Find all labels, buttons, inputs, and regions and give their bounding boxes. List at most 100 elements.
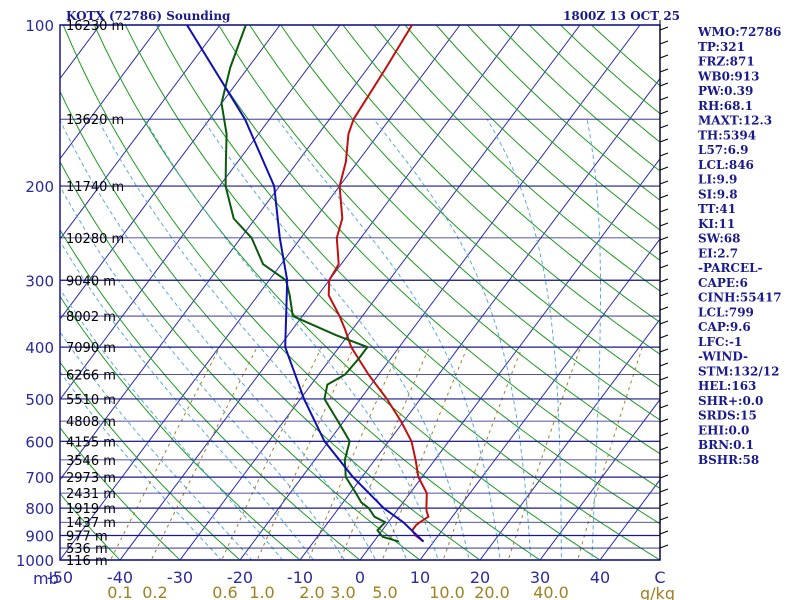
isotherm-line [60,25,401,481]
height-label: 4808 m [66,415,116,430]
wind-barb [659,390,669,395]
dewpoint-profile-line [220,25,400,543]
dry-adiabat-line [280,25,660,388]
stability-index-line: TT:41 [698,202,736,216]
wind-barb [659,208,669,213]
stability-index-line: LI:9.9 [698,173,737,187]
height-label: 2431 m [66,487,116,502]
mixing-ratio-line [507,346,581,560]
height-label: 9040 m [66,274,116,289]
temperature-profile-line [327,25,430,543]
dry-adiabat-line [124,25,660,560]
dry-adiabat-line [62,25,541,560]
wind-barb [659,82,669,87]
isotherm-line [60,25,341,401]
stability-index-line: KI:11 [698,217,735,231]
temperature-tick-label: -30 [167,568,193,587]
mixing-ratio-label: 10.0 [429,583,465,600]
isotherm-line [60,25,221,240]
wind-barb [659,306,669,311]
stability-index-line: EHI:0.0 [698,423,749,437]
mixing-ratio-label: 3.0 [330,583,355,600]
stability-index-line: BSHR:58 [698,453,759,467]
pressure-unit-label: mb [33,569,59,588]
height-label: 5510 m [66,393,116,408]
pressure-tick-label: 900 [25,528,54,546]
height-label: 6266 m [66,368,116,383]
dry-adiabat-line [218,25,660,455]
stability-index-line: LFC:-1 [698,335,742,349]
stability-index-line: SW:68 [698,232,740,246]
stability-index-line: L57:6.9 [698,143,748,157]
dry-adiabat-line [404,25,660,261]
mixing-ratio-label: 5.0 [372,583,397,600]
stability-index-line: TP:321 [698,40,745,54]
pressure-tick-label: 700 [25,469,54,487]
wind-barb [659,516,669,521]
mixing-ratio-line [339,346,430,560]
wind-barb [659,110,669,115]
wind-barb [659,138,669,143]
wind-barb [659,530,669,535]
wind-barb [659,460,669,465]
stability-index-line: FRZ:871 [698,55,755,69]
wind-barb [659,96,669,101]
stability-index-line: SI:9.8 [698,187,738,201]
wind-barb [659,334,669,339]
sounding-profiles [186,25,430,543]
temperature-tick-label: C [654,568,665,587]
isotherm-line [60,25,281,321]
wind-barb [659,26,669,31]
wind-barb [659,278,669,283]
dry-adiabat-line [187,25,660,489]
wind-barb [659,194,669,199]
temperature-tick-label: -10 [287,568,313,587]
wind-barb [659,362,669,367]
stability-index-line: CAP:9.6 [698,320,751,334]
stability-index-line: TH:5394 [698,128,756,142]
dry-adiabat-line [60,427,181,560]
height-label: 3546 m [66,454,116,469]
wind-barb [659,264,669,269]
mixing-ratio-label: 20.0 [474,583,510,600]
dry-adiabat-line [60,295,301,560]
height-label: 1919 m [66,502,116,517]
height-label: 13620 m [66,113,124,128]
wind-barb [659,502,669,507]
isobar-lines [59,24,661,561]
dry-adiabat-line [60,160,421,560]
pressure-tick-label: 1000 [16,552,54,570]
wind-barb [659,474,669,479]
height-label: 7090 m [66,341,116,356]
height-label: 10280 m [66,232,124,247]
temperature-tick-label: 20 [470,568,490,587]
wind-barb [659,544,669,549]
mixing-ratio-line [577,346,643,560]
isotherm-line [419,238,660,560]
wind-barb [659,180,669,185]
wind-barb [659,320,669,325]
wind-barb [659,432,669,437]
temperature-tick-label: 40 [590,568,610,587]
dry-adiabat-line [60,361,241,560]
pressure-tick-label: 800 [25,500,54,518]
wind-barb [659,40,669,45]
mixing-ratio-label: 0.6 [212,583,237,600]
stability-indices-panel: WMO:72786TP:321FRZ:871WB0:913PW:0.39RH:6… [697,25,782,467]
stability-index-line: LCL:846 [698,158,754,172]
temperature-tick-label: -50 [47,568,73,587]
wind-barb [659,418,669,423]
wind-barb [659,250,669,255]
mixing-ratio-line [307,346,401,560]
stability-index-line: STM:132/12 [698,364,779,378]
pressure-tick-label: 600 [25,433,54,451]
mixing-ratio-unit-label: g/kg [640,584,675,600]
stability-index-line: WMO:72786 [697,25,781,39]
dry-adiabat-line [342,25,660,324]
dry-adiabat-line [311,25,660,355]
temperature-tick-label: -20 [227,568,253,587]
height-label: 116 m [66,554,108,569]
pressure-tick-label: 200 [25,178,54,196]
